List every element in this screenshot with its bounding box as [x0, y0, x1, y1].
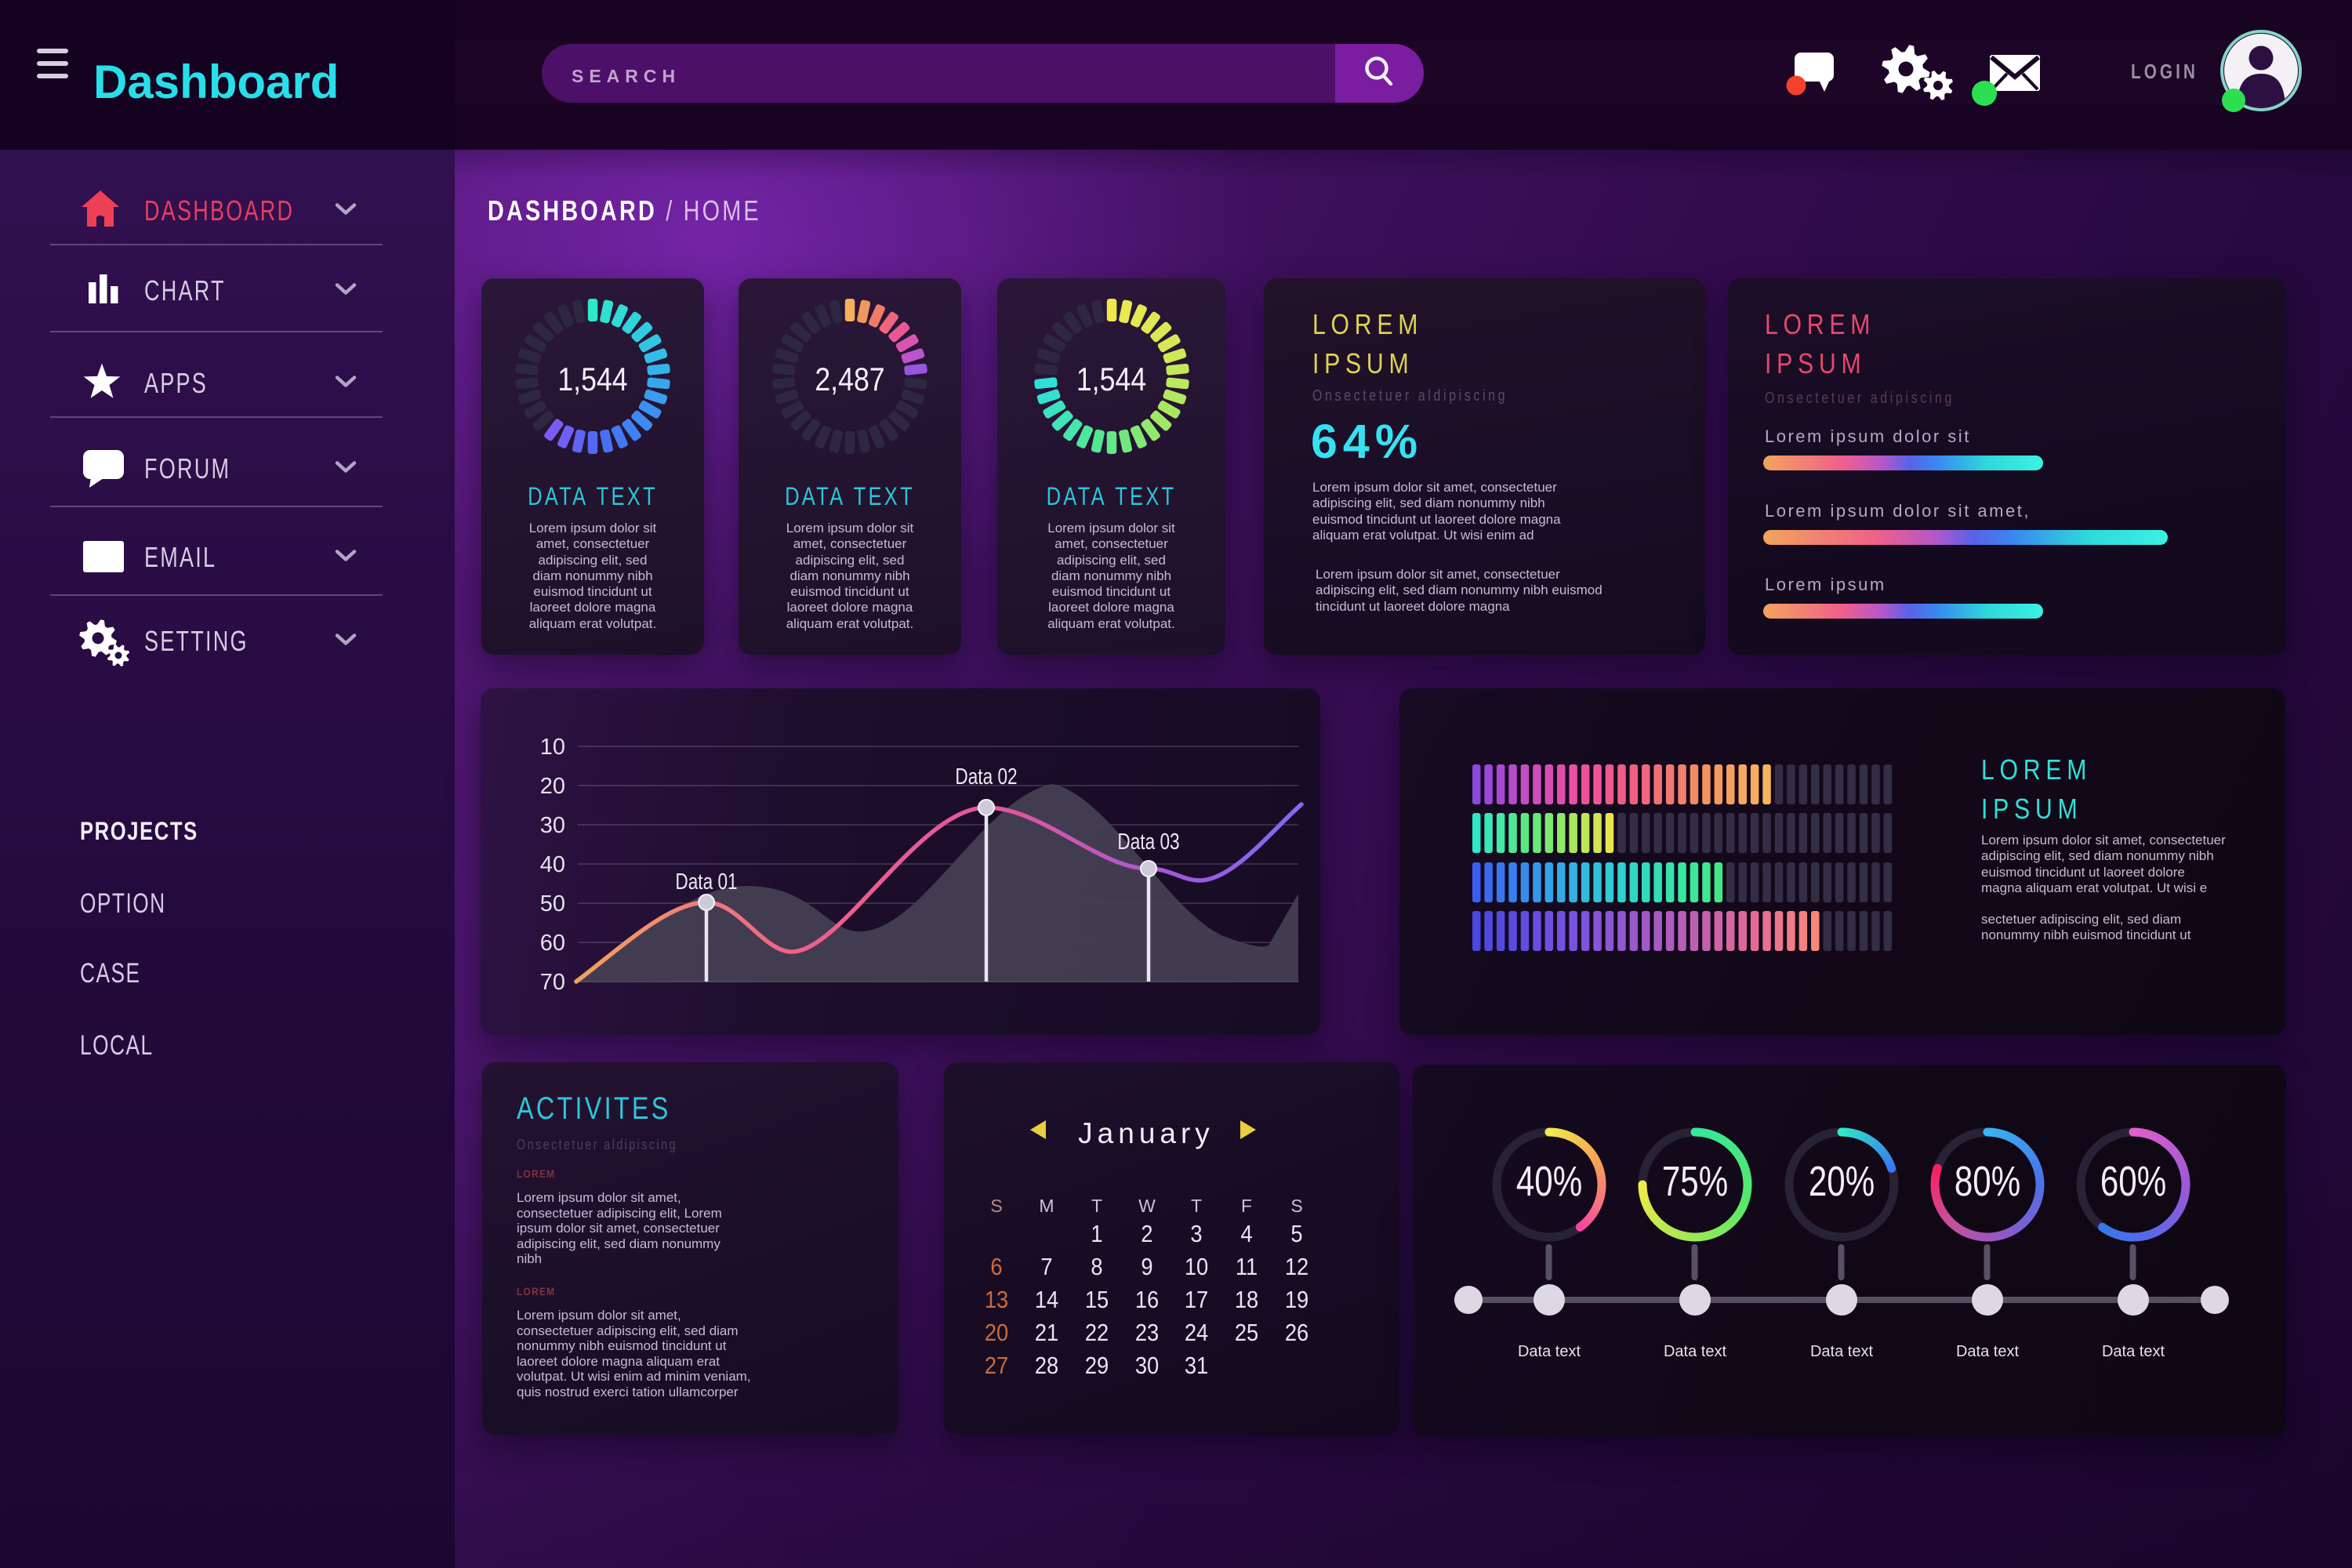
svg-text:20%: 20% — [1809, 1158, 1875, 1205]
svg-text:20: 20 — [540, 774, 565, 799]
svg-text:40%: 40% — [1516, 1158, 1582, 1205]
svg-text:50: 50 — [540, 891, 565, 916]
svg-text:40: 40 — [540, 852, 565, 877]
svg-text:Data 02: Data 02 — [955, 763, 1017, 789]
svg-text:10: 10 — [540, 735, 565, 760]
svg-text:Data text: Data text — [1810, 1343, 1873, 1360]
svg-text:Data text: Data text — [1956, 1343, 2019, 1360]
svg-text:Data 01: Data 01 — [675, 868, 737, 894]
svg-text:75%: 75% — [1662, 1158, 1728, 1205]
svg-text:Data text: Data text — [1518, 1343, 1581, 1360]
svg-text:Data 03: Data 03 — [1117, 828, 1179, 854]
svg-text:Data text: Data text — [2102, 1343, 2165, 1360]
svg-text:Data text: Data text — [1664, 1343, 1726, 1360]
svg-text:60: 60 — [540, 931, 565, 956]
svg-text:60%: 60% — [2100, 1158, 2166, 1205]
svg-text:70: 70 — [540, 970, 565, 995]
svg-text:30: 30 — [540, 813, 565, 838]
svg-text:80%: 80% — [1955, 1158, 2020, 1205]
